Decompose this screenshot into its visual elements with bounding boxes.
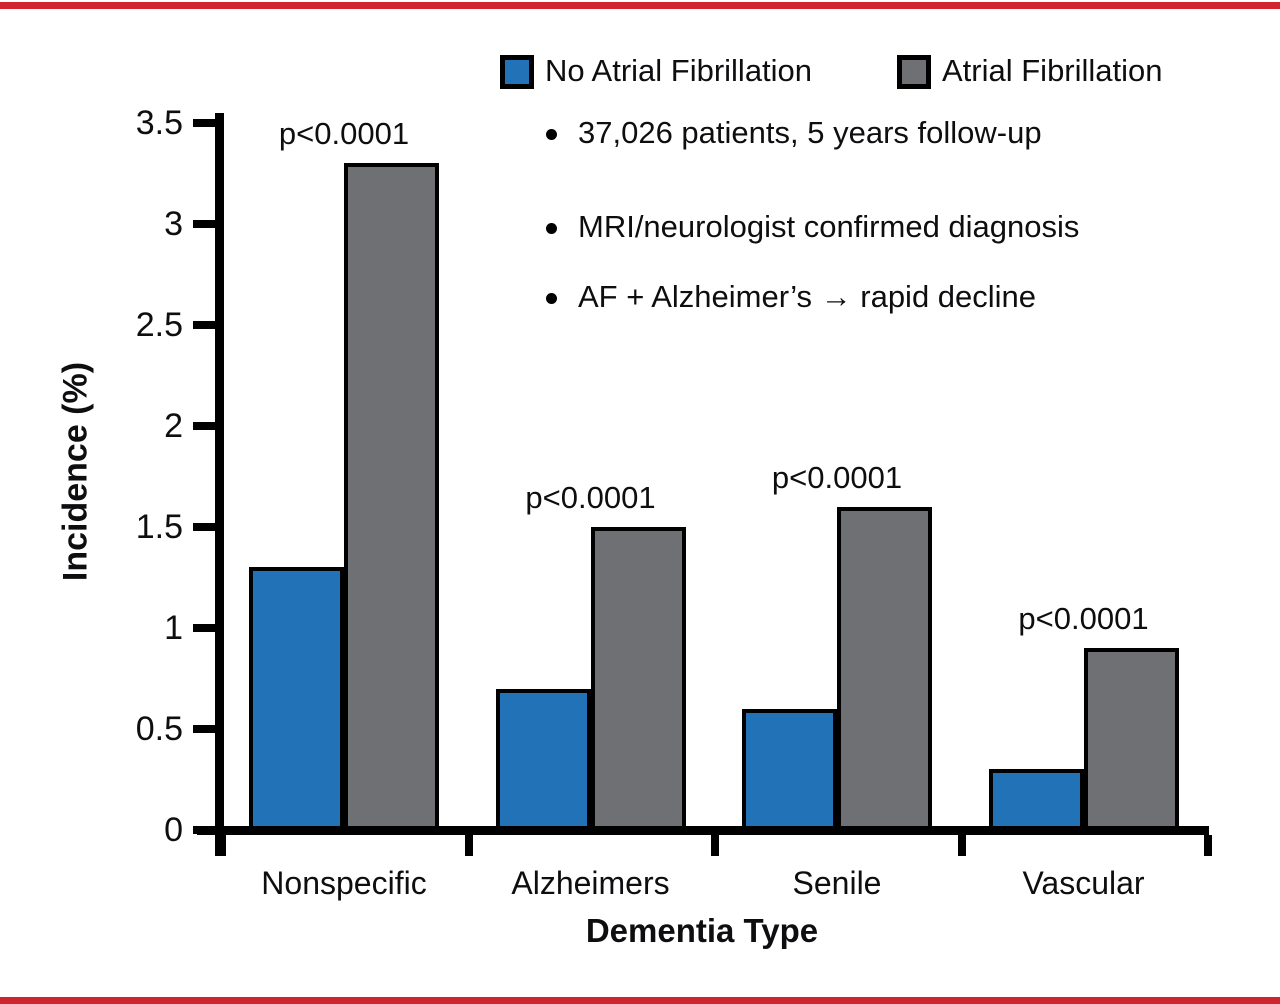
y-tick-0.5: [193, 725, 216, 733]
note-decline: AF + Alzheimer’s → rapid decline: [546, 278, 1036, 316]
y-tick-2.5: [193, 321, 216, 329]
bar-no-af-nonspecific: [249, 567, 344, 830]
legend-swatch-atrial-fibrillation: [897, 55, 931, 89]
p-value-label-alzheimers: p<0.0001: [525, 480, 656, 515]
bar-no-af-senile: [742, 709, 837, 830]
x-category-label-senile: Senile: [792, 865, 882, 901]
p-value-label-nonspecific: p<0.0001: [278, 116, 410, 152]
y-tick-1.5: [193, 523, 216, 531]
y-tick-label-3.5: 3.5: [135, 104, 183, 142]
legend-swatch-no-atrial-fibrillation: [500, 55, 534, 89]
x-tick-1: [464, 835, 473, 856]
note-text: 37,026 patients, 5 years follow-up: [578, 115, 1042, 150]
y-axis-line: [215, 113, 224, 856]
top-border-line: [0, 2, 1280, 9]
p-value-label-vascular: p<0.0001: [1018, 601, 1149, 637]
legend-label-no-atrial-fibrillation: No Atrial Fibrillation: [545, 53, 813, 88]
y-tick-3.5: [193, 119, 216, 127]
y-tick-label-3: 3: [164, 205, 183, 243]
y-axis-title: Incidence (%): [56, 361, 95, 582]
y-tick-label-0: 0: [164, 811, 183, 849]
legend-label-atrial-fibrillation: Atrial Fibrillation: [942, 53, 1163, 88]
x-axis-title: Dementia Type: [585, 912, 819, 949]
y-tick-label-1: 1: [164, 609, 183, 647]
x-tick-2: [711, 835, 719, 856]
bar-af-nonspecific: [344, 163, 439, 830]
note-diagnosis: MRI/neurologist confirmed diagnosis: [546, 208, 1079, 246]
y-tick-label-2: 2: [164, 407, 183, 445]
bar-af-senile: [837, 507, 932, 830]
y-tick-1: [193, 624, 216, 632]
bullet-icon: [546, 293, 557, 304]
x-tick-0: [218, 835, 226, 856]
x-tick-4: [1204, 835, 1212, 856]
x-category-label-vascular: Vascular: [1022, 865, 1145, 901]
y-tick-label-1.5: 1.5: [135, 508, 183, 546]
bar-no-af-vascular: [988, 769, 1084, 830]
bar-no-af-alzheimers: [495, 689, 591, 830]
bar-af-alzheimers: [590, 527, 686, 830]
x-axis-line: [197, 826, 1209, 835]
note-patients: 37,026 patients, 5 years follow-up: [546, 114, 1042, 152]
p-value-label-senile: p<0.0001: [771, 459, 903, 495]
note-text: MRI/neurologist confirmed diagnosis: [578, 209, 1080, 244]
bullet-icon: [546, 129, 557, 140]
bar-af-vascular: [1083, 648, 1179, 830]
x-category-label-nonspecific: Nonspecific: [261, 865, 427, 901]
x-tick-3: [957, 835, 966, 856]
bullet-icon: [546, 223, 557, 234]
bottom-border-line: [0, 997, 1280, 1004]
x-category-label-alzheimers: Alzheimers: [511, 865, 670, 901]
y-tick-label-2.5: 2.5: [135, 306, 183, 344]
y-tick-label-0.5: 0.5: [135, 710, 183, 748]
note-text: AF + Alzheimer’s → rapid decline: [578, 279, 1037, 314]
y-tick-3: [193, 220, 216, 228]
y-tick-0: [193, 826, 216, 834]
y-tick-2: [193, 422, 216, 430]
